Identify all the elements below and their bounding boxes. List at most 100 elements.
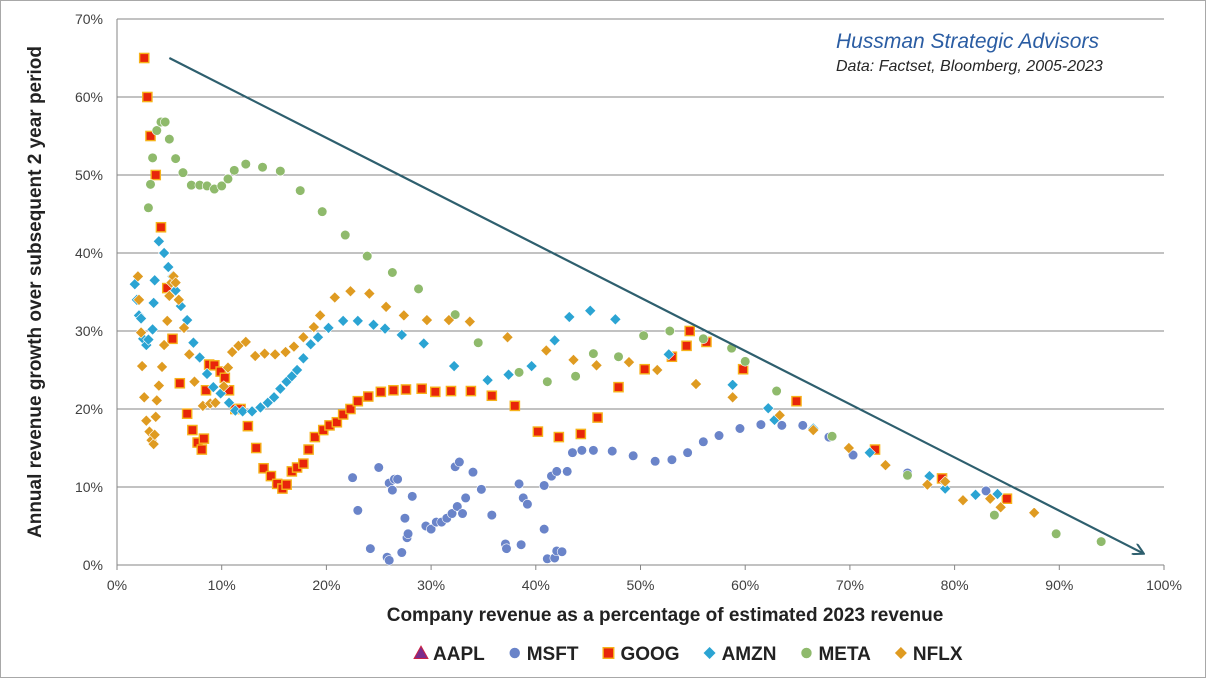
data-point-nflx	[269, 348, 282, 361]
data-point-msft	[454, 456, 465, 468]
legend-marker-aapl	[413, 645, 429, 660]
data-point-nflx	[131, 270, 144, 283]
data-point-msft	[387, 485, 398, 496]
legend-item-meta: META	[800, 644, 871, 665]
data-point-msft	[551, 466, 562, 477]
data-point-nflx	[209, 396, 222, 409]
data-point-nflx	[540, 344, 553, 357]
data-point-amzn	[379, 322, 392, 335]
data-point-amzn	[502, 368, 515, 381]
data-point-meta	[340, 229, 351, 241]
data-point-goog	[345, 403, 356, 415]
data-point-goog	[258, 462, 269, 474]
data-point-amzn	[193, 351, 206, 364]
data-point-goog	[265, 470, 277, 482]
data-point-goog	[281, 479, 292, 490]
data-point-amzn	[158, 246, 171, 260]
data-point-amzn	[991, 487, 1004, 501]
legend-item-nflx: NFLX	[894, 644, 963, 665]
data-point-meta	[160, 116, 171, 128]
data-point-amzn	[297, 352, 310, 365]
data-point-meta	[147, 152, 158, 163]
data-point-msft	[522, 499, 533, 510]
data-point-meta	[473, 337, 484, 348]
data-point-nflx	[148, 428, 161, 441]
data-point-goog	[532, 426, 544, 437]
legend-label-meta: META	[818, 644, 871, 665]
data-point-amzn	[525, 360, 538, 373]
data-point-msft	[755, 419, 767, 430]
data-point-amzn	[142, 333, 155, 346]
data-point-goog	[219, 372, 231, 384]
legend-item-goog: GOOG	[602, 644, 680, 665]
data-point-amzn	[448, 360, 461, 373]
data-point-goog	[429, 386, 441, 398]
legend-marker-msft	[508, 647, 521, 659]
data-point-meta	[177, 167, 189, 178]
data-point-msft	[539, 480, 550, 491]
data-point-msft	[576, 445, 587, 456]
data-point-nflx	[939, 475, 952, 488]
x-tick-label: 0%	[107, 577, 127, 593]
data-point-meta	[664, 325, 675, 337]
data-point-msft	[352, 505, 363, 516]
trend-arrow	[168, 57, 1143, 553]
data-point-nflx	[161, 314, 174, 327]
data-point-goog	[388, 384, 399, 396]
legend-marker-meta	[800, 647, 813, 659]
data-point-nflx	[879, 459, 892, 472]
data-point-amzn	[268, 391, 281, 404]
data-point-amzn	[969, 488, 982, 501]
data-point-amzn	[261, 396, 274, 409]
data-point-goog	[465, 385, 477, 397]
data-point-goog	[337, 409, 349, 420]
data-point-goog	[155, 221, 167, 233]
data-point-nflx	[463, 315, 476, 328]
data-point-meta	[240, 158, 251, 170]
data-point-nflx	[842, 441, 855, 455]
data-point-nflx	[183, 348, 196, 361]
legend-label-aapl: AAPL	[433, 644, 485, 665]
data-point-amzn	[229, 404, 242, 417]
data-point-amzn	[201, 367, 214, 380]
data-point-nflx	[226, 346, 239, 359]
data-point-nflx	[149, 410, 162, 423]
data-point-meta	[588, 348, 599, 359]
data-point-nflx	[135, 326, 148, 339]
data-point-msft	[365, 543, 376, 554]
data-point-amzn	[187, 336, 200, 349]
data-point-nflx	[136, 360, 149, 373]
data-point-nflx	[163, 289, 176, 302]
data-point-nflx	[172, 293, 185, 306]
data-point-msft	[460, 492, 471, 504]
data-point-msft	[539, 524, 550, 535]
data-point-goog	[1001, 493, 1013, 505]
legend-item-aapl: AAPL	[413, 644, 485, 665]
data-point-nflx	[420, 314, 433, 327]
data-point-msft	[682, 447, 693, 458]
legend-item-msft: MSFT	[508, 644, 579, 665]
y-tick-label: 10%	[75, 479, 103, 495]
data-point-amzn	[726, 378, 739, 391]
legend-marker-goog	[602, 647, 615, 659]
data-point-goog	[242, 420, 254, 432]
data-point-nflx	[921, 478, 934, 491]
data-point-nflx	[651, 363, 664, 377]
data-point-amzn	[548, 334, 561, 347]
data-point-goog	[592, 412, 603, 423]
data-point-amzn	[584, 304, 597, 317]
data-point-meta	[222, 173, 234, 184]
x-axis-title: Company revenue as a percentage of estim…	[387, 605, 944, 626]
data-point-amzn	[148, 274, 161, 287]
data-point-amzn	[863, 446, 876, 459]
legend-item-amzn: AMZN	[702, 644, 776, 665]
data-point-meta	[387, 267, 398, 278]
data-point-goog	[400, 384, 412, 395]
data-point-msft	[446, 508, 458, 519]
data-point-msft	[486, 509, 497, 521]
data-point-msft	[407, 491, 418, 502]
data-point-nflx	[984, 492, 997, 505]
y-tick-label: 50%	[75, 167, 103, 183]
